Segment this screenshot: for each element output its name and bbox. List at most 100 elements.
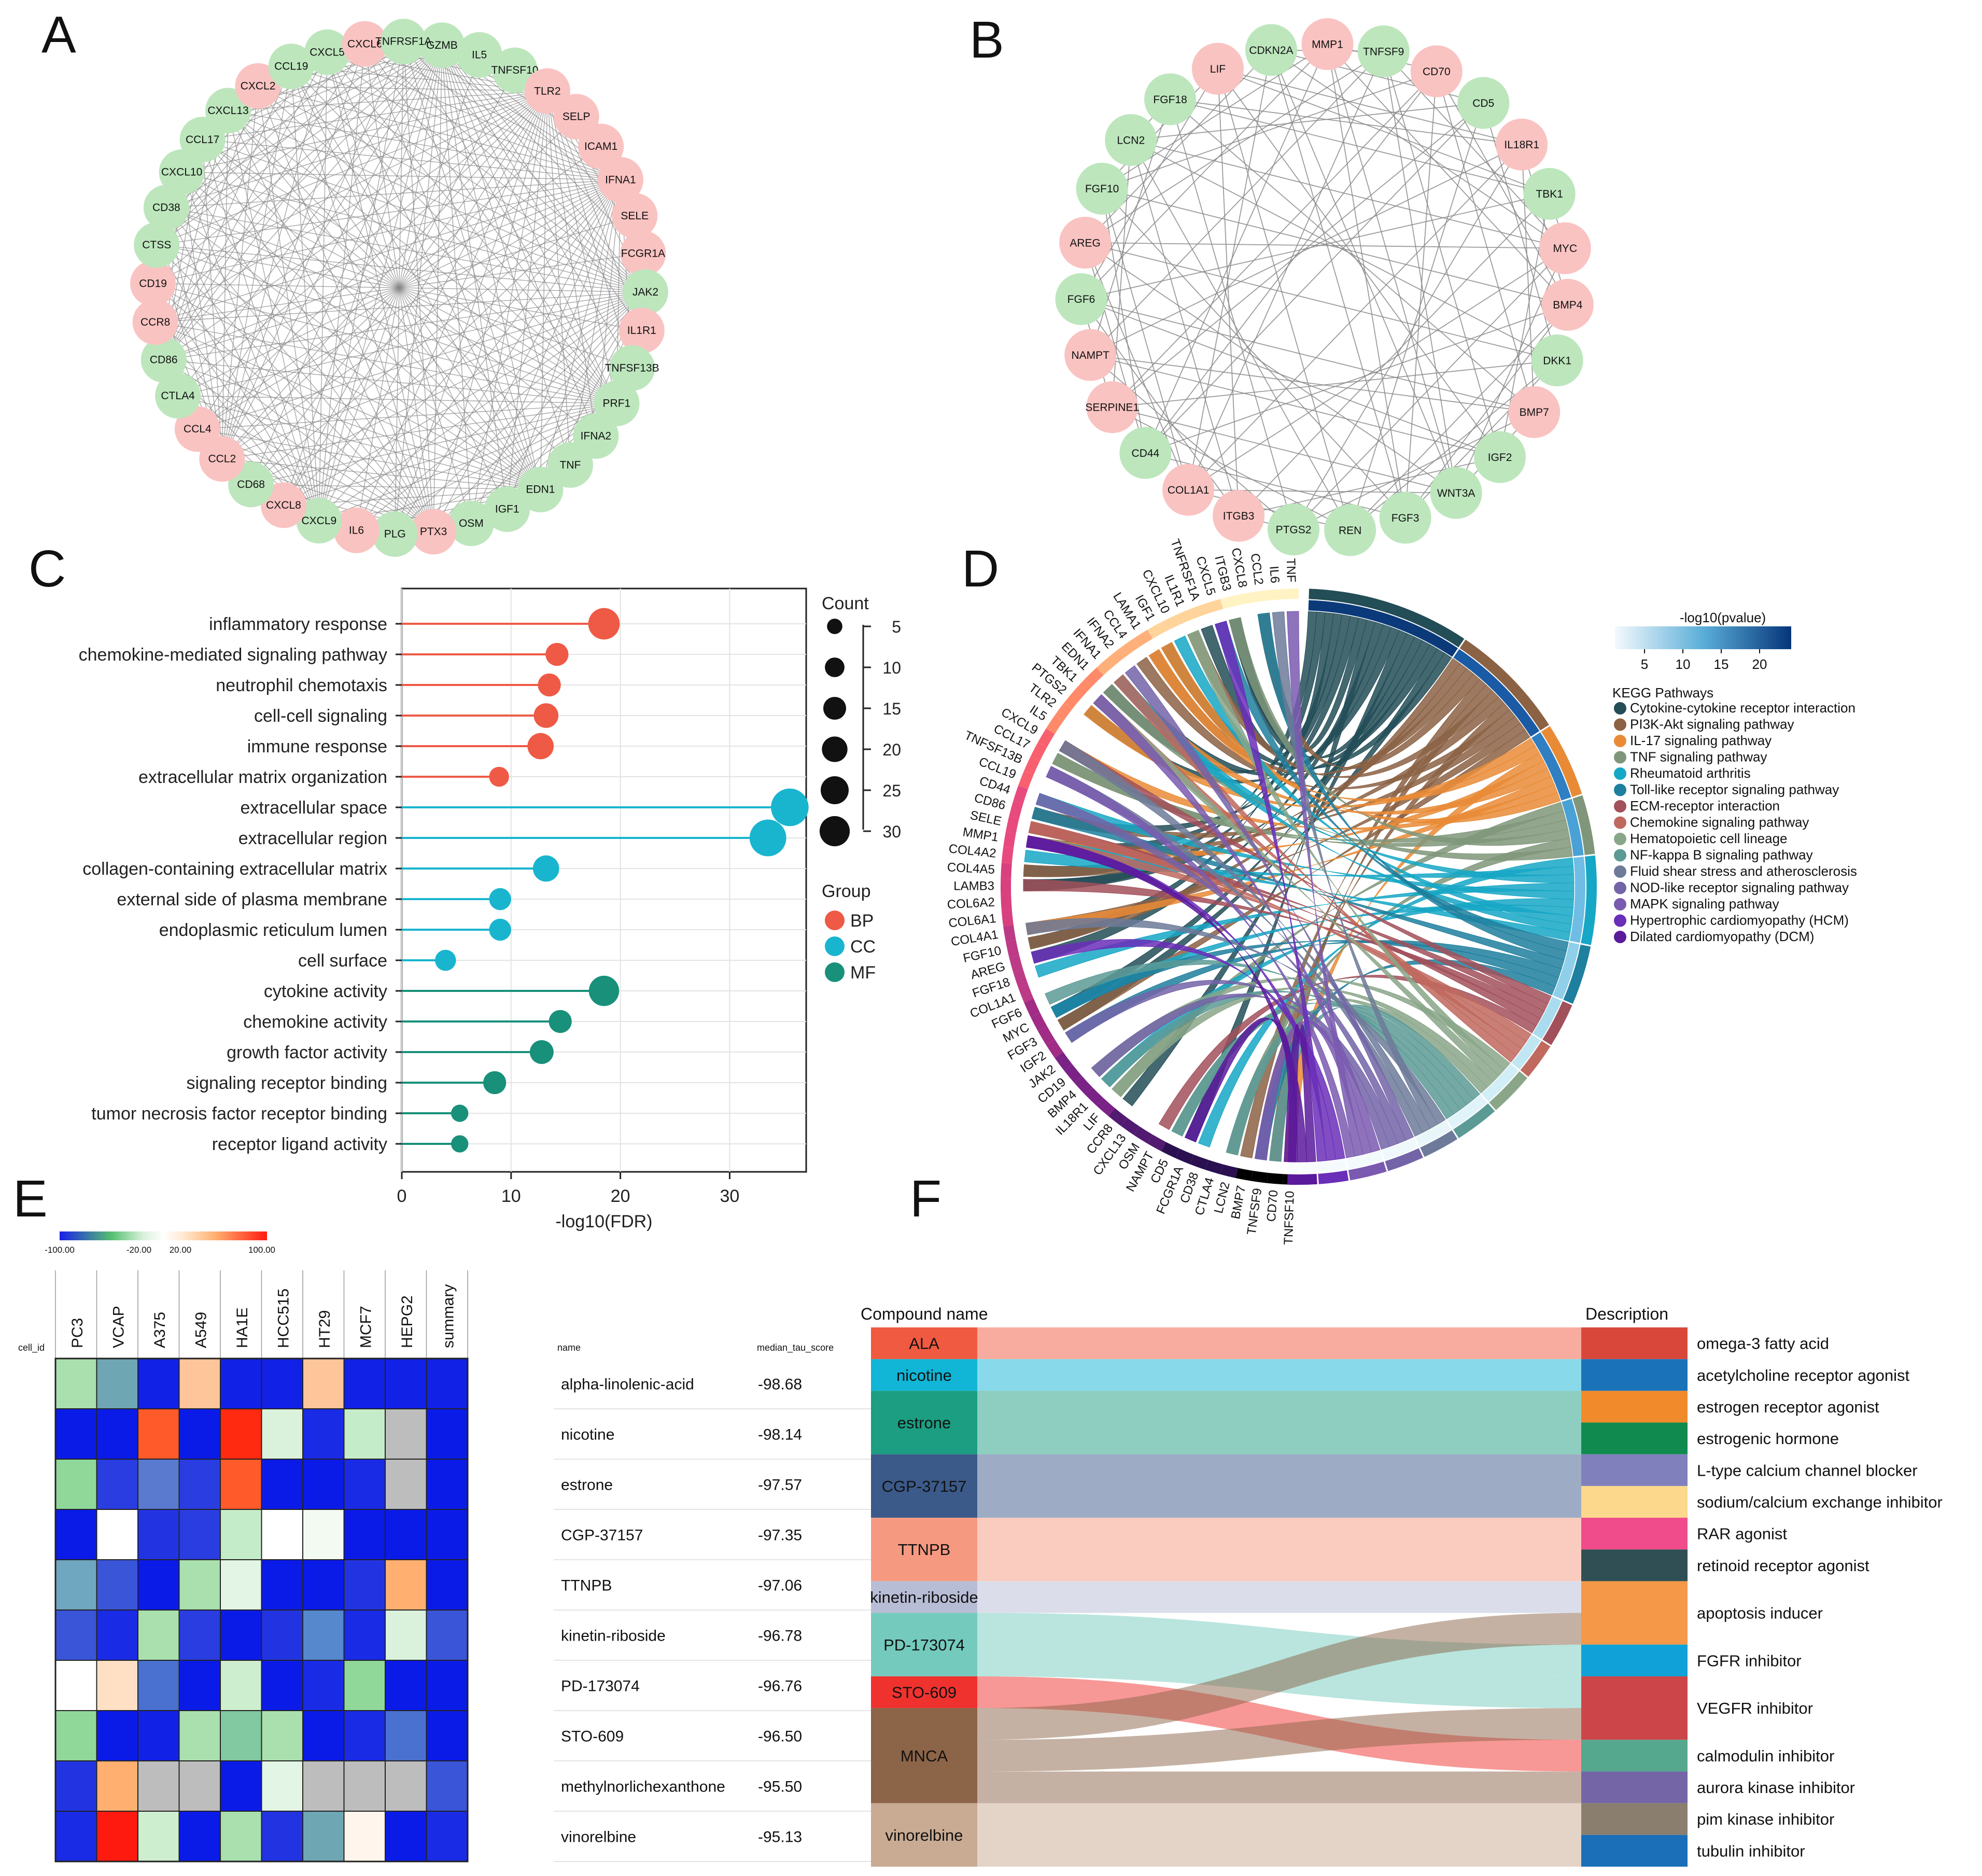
gene-arc-segment [1005, 940, 1019, 958]
network_a-node-label: CD38 [152, 202, 180, 214]
description-node-retinoid-receptor-agonist [1581, 1549, 1688, 1581]
network_b-node-label: CD70 [1423, 66, 1451, 78]
pathway-arc-nod-like-receptor-signaling-pathway [1385, 1148, 1423, 1171]
row-name: PD-173074 [561, 1678, 640, 1695]
network_a-edge [291, 66, 320, 521]
lollipop-point [451, 1135, 469, 1153]
network_a-node-ifna1: IFNA1 [597, 157, 643, 203]
network_a-edge [291, 66, 646, 292]
network_a-node-label: TNFRSF1A [375, 36, 432, 48]
count-legend-label: 30 [882, 822, 901, 841]
network_a-edge [250, 45, 443, 485]
network_a-edge [163, 45, 443, 360]
network_b-node-label: AREG [1070, 237, 1101, 249]
pathway-arc-cytokine-cytokine-receptor-interaction [1309, 589, 1465, 648]
network_b-node-wnt3a: WNT3A [1430, 467, 1482, 519]
network_b-edge [1081, 193, 1550, 300]
column-header: HA1E [234, 1308, 251, 1348]
description-label: FGFR inhibitor [1697, 1651, 1802, 1670]
network_a-edge [221, 41, 404, 459]
network_b-node-lif: LIF [1191, 43, 1244, 95]
kegg-legend-label: PI3K-Akt signaling pathway [1630, 717, 1794, 732]
x-tick-label: 20 [611, 1186, 630, 1206]
y-tick-label: tumor necrosis factor receptor binding [91, 1104, 387, 1124]
network_b-edge [1188, 51, 1384, 491]
colorbar-tick-label: 20 [1752, 656, 1767, 672]
x-tick-label: 30 [720, 1186, 740, 1206]
compound-label: MNCA [901, 1747, 948, 1765]
network_b-node-label: COL1A1 [1168, 484, 1210, 496]
network_a-node-label: IGF1 [495, 503, 519, 515]
network_a-edge [156, 245, 434, 532]
pathway-pvalue-arc [1346, 1151, 1384, 1169]
gene-arc-segment [1030, 1012, 1047, 1031]
network_a-edge [395, 179, 621, 535]
heatmap-cell [343, 1408, 386, 1460]
description-node-aurora-kinase-inhibitor [1581, 1771, 1688, 1803]
score-header: median_tau_score [757, 1342, 834, 1353]
gene-label: COL6A2 [947, 895, 995, 912]
lollipop-point [489, 766, 509, 787]
chord-ribbon [1148, 649, 1540, 802]
gene-arc-segment [1038, 729, 1055, 748]
row-score: -95.50 [758, 1779, 802, 1796]
network_a-edge [222, 291, 646, 459]
group-legend-title: Group [822, 881, 871, 901]
network_b-node-circle [1357, 25, 1410, 77]
row-score: -97.57 [758, 1477, 802, 1494]
gene-arc-segment [1064, 690, 1083, 709]
heatmap-cell [343, 1509, 386, 1560]
gene-arc-segment [1009, 955, 1023, 973]
description-label: apoptosis inducer [1697, 1604, 1823, 1622]
pathway-pvalue-arc [1308, 600, 1458, 657]
chord-ribbon [1229, 617, 1570, 846]
sankey-flow [977, 1771, 1581, 1803]
gene-arc-segment [1096, 657, 1115, 676]
network_a-node-cxcl8: CXCL8 [261, 482, 307, 528]
network_a-node-circle [296, 498, 342, 544]
heatmap-cell [385, 1760, 427, 1812]
heatmap-cell [178, 1559, 221, 1611]
network_a-node-ctss: CTSS [134, 222, 180, 268]
heatmap-cell [178, 1408, 221, 1460]
y-tick-label: extracellular space [241, 798, 387, 818]
network_b-node-label: MMP1 [1312, 38, 1343, 50]
count-legend-label: 15 [882, 699, 901, 718]
network_a-node-ccr8: CCR8 [132, 299, 178, 345]
description-label: pim kinase inhibitor [1697, 1810, 1834, 1828]
group-legend-dot [825, 936, 845, 956]
network_a-node-circle [484, 486, 530, 532]
heatmap-cell [302, 1559, 345, 1611]
compound-label: PD-173074 [883, 1636, 965, 1654]
kegg-legend-label: ECM-receptor interaction [1630, 798, 1780, 814]
row-score: -95.13 [758, 1829, 802, 1846]
network_b-node-label: BMP4 [1553, 299, 1583, 311]
sankey-flow [977, 1518, 1581, 1550]
network_a-node-cd38: CD38 [143, 185, 189, 231]
network_a-node-label: TLR2 [534, 85, 560, 97]
network_a-node-circle [333, 507, 379, 553]
row-name: vinorelbine [561, 1829, 636, 1846]
network_b-edge [1499, 193, 1550, 457]
network_b-edge [1101, 68, 1218, 189]
kegg-legend-dot [1614, 881, 1626, 894]
network_a-node-igf1: IGF1 [484, 486, 530, 532]
network_b-edge [1080, 68, 1218, 300]
gene-arc-segment [1055, 702, 1073, 721]
heatmap-cell [343, 1559, 386, 1611]
gene-arc-segment [1147, 622, 1166, 639]
network_a-node-label: CXCL8 [266, 499, 301, 511]
network_a-node-tnfsf10: TNFSF10 [491, 47, 539, 93]
chord-ribbon [1035, 793, 1406, 1144]
network_a-edge [283, 291, 646, 506]
network_a-node-label: ICAM1 [584, 141, 617, 152]
network_b-edge [1081, 298, 1535, 413]
network_a-edge [202, 139, 646, 292]
lollipop-point [527, 733, 554, 760]
compound-node-ala [871, 1327, 977, 1360]
network_b-edge [1271, 49, 1566, 249]
heatmap-cell [220, 1358, 262, 1409]
network_a-edge [441, 45, 472, 524]
description-label: retinoid receptor agonist [1697, 1557, 1869, 1575]
network_b-edge [1080, 299, 1239, 516]
